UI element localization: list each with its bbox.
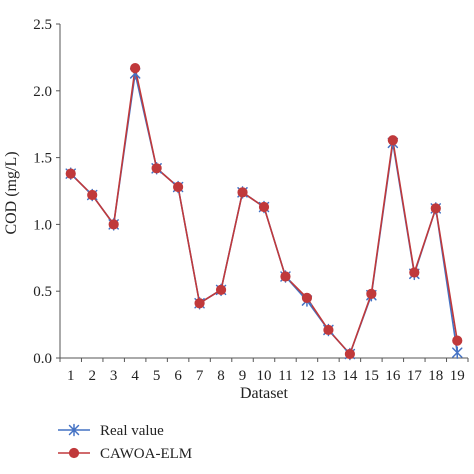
data-point-cawoa-elm xyxy=(366,288,377,299)
data-point-cawoa-elm xyxy=(237,187,248,198)
chart-axes xyxy=(56,23,469,362)
legend-marker-symbol xyxy=(68,423,80,437)
legend-label-cawoa-elm: CAWOA-ELM xyxy=(100,446,192,462)
series-group xyxy=(65,62,463,361)
y-tick-label: 1.0 xyxy=(33,217,52,233)
legend-marker-cawoa-elm xyxy=(68,447,80,459)
x-tick-label: 14 xyxy=(342,368,358,384)
x-tick-label: 4 xyxy=(131,368,139,384)
data-point-cawoa-elm xyxy=(87,189,98,201)
y-tick-labels: 0.0 0.5 1.0 1.5 2.0 2.5 xyxy=(33,17,52,367)
data-point-cawoa-elm xyxy=(301,292,313,303)
data-point-cawoa-elm xyxy=(215,284,227,295)
x-tick-label: 6 xyxy=(174,368,182,384)
x-tick-label: 19 xyxy=(450,368,465,384)
legend-marker-symbol xyxy=(68,447,80,459)
x-tick-label: 11 xyxy=(278,368,292,384)
x-tick-label: 2 xyxy=(88,368,96,384)
data-point-cawoa-elm xyxy=(280,271,291,282)
x-tick-label: 9 xyxy=(239,368,247,384)
legend: Real value CAWOA-ELM xyxy=(58,423,192,462)
data-point-cawoa-elm xyxy=(130,62,141,74)
y-tick-label: 2.5 xyxy=(33,17,52,33)
legend-entry-cawoa-elm: CAWOA-ELM xyxy=(58,446,192,462)
y-tick-label: 0.0 xyxy=(33,351,52,367)
y-tick-label: 2.0 xyxy=(33,84,52,100)
legend-entry-real-value: Real value xyxy=(58,423,164,439)
data-point-cawoa-elm xyxy=(323,324,334,336)
x-tick-labels: 1 2 3 4 5 6 7 8 9 10 11 12 13 14 15 16 17 18 19 xyxy=(67,368,465,384)
data-point-cawoa-elm xyxy=(151,163,162,174)
data-point-cawoa-elm xyxy=(258,201,270,213)
data-point-cawoa-elm xyxy=(194,298,205,309)
y-tick-label: 1.5 xyxy=(33,151,52,167)
data-point-real-value xyxy=(452,346,463,359)
x-tick-label: 17 xyxy=(407,368,423,384)
x-tick-label: 12 xyxy=(299,368,314,384)
data-point-cawoa-elm xyxy=(430,203,441,214)
x-axis-label: Dataset xyxy=(240,385,289,402)
x-tick-label: 8 xyxy=(217,368,225,384)
x-tick-label: 15 xyxy=(364,368,379,384)
x-tick-label: 3 xyxy=(110,368,118,384)
data-point-cawoa-elm xyxy=(173,181,184,193)
y-tick-label: 0.5 xyxy=(33,284,52,300)
x-tick-label: 1 xyxy=(67,368,75,384)
x-tick-label: 18 xyxy=(428,368,443,384)
y-axis-label: COD (mg/L) xyxy=(3,151,20,234)
x-tick-label: 16 xyxy=(385,368,401,384)
x-tick-label: 5 xyxy=(153,368,161,384)
legend-marker-real-value xyxy=(68,423,80,437)
legend-label-real-value: Real value xyxy=(100,423,164,439)
x-tick-label: 7 xyxy=(196,368,204,384)
data-point-cawoa-elm xyxy=(65,168,76,179)
data-point-cawoa-elm xyxy=(387,135,398,146)
x-tick-label: 10 xyxy=(257,368,272,384)
data-point-cawoa-elm xyxy=(108,219,119,230)
data-point-cawoa-elm xyxy=(409,267,420,278)
data-point-cawoa-elm xyxy=(344,348,355,360)
x-tick-label: 13 xyxy=(321,368,336,384)
data-point-cawoa-elm xyxy=(452,335,463,346)
